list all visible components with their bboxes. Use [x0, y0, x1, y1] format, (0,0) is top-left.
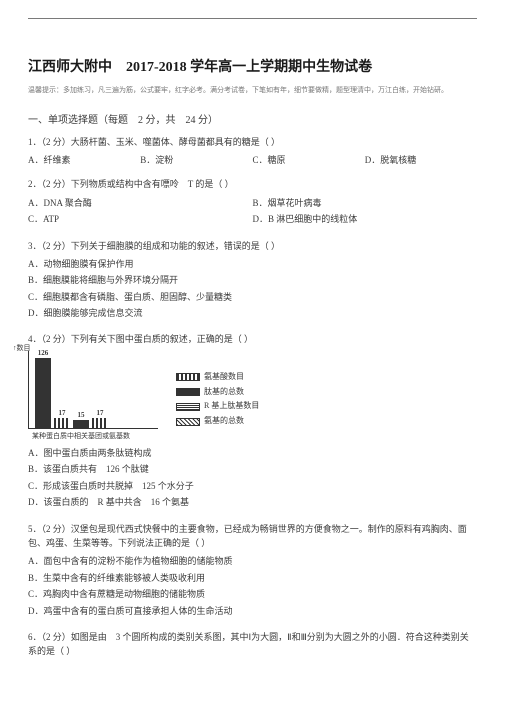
q3-opt-d: D．细胞膜能够完成信息交流 — [28, 306, 477, 320]
q6-stem: 6．（2 分）如图是由 3 个圆所构成的类别关系图，其中Ⅰ为大圆，Ⅱ和Ⅲ分别为大… — [28, 630, 477, 659]
bar-value-label: 15 — [78, 410, 85, 421]
legend-swatch — [176, 373, 200, 381]
q2-opt-b: B．烟草花叶病毒 — [253, 196, 478, 210]
legend-swatch — [176, 388, 200, 396]
q1-opt-c: C．糖原 — [253, 153, 365, 167]
bar-value-label: 126 — [38, 348, 49, 359]
q2-opt-d: D．B 淋巴细胞中的线粒体 — [253, 212, 478, 226]
legend-item: R 基上肽基数目 — [176, 400, 259, 413]
q5-opt-a: A．面包中含有的淀粉不能作为植物细胞的储能物质 — [28, 554, 477, 568]
q5-opt-d: D．鸡蛋中含有的蛋白质可直接承担人体的生命活动 — [28, 604, 477, 618]
q2-opt-c: C．ATP — [28, 212, 253, 226]
chart-ylabel: ↑数目 — [13, 343, 31, 354]
q3-opt-c: C．细胞膜都含有磷脂、蛋白质、胆固醇、少量糖类 — [28, 290, 477, 304]
q4-opt-c: C．形成该蛋白质时共脱掉 125 个水分子 — [28, 479, 477, 493]
chart-bar: 126 — [35, 358, 51, 428]
legend-swatch — [176, 418, 200, 426]
legend-label: R 基上肽基数目 — [204, 400, 259, 413]
chart-legend: 氨基酸数目肽基的总数R 基上肽基数目氨基的总数 — [176, 371, 259, 428]
bar-value-label: 17 — [97, 408, 104, 419]
q3-opt-a: A．动物细胞膜有保护作用 — [28, 257, 477, 271]
legend-label: 肽基的总数 — [204, 386, 244, 399]
q1-opt-a: A．纤维素 — [28, 153, 140, 167]
q4-opt-b: B．该蛋白质共有 126 个肽键 — [28, 462, 477, 476]
q3-opt-b: B．细胞膜能将细胞与外界环境分隔开 — [28, 273, 477, 287]
q4-opt-d: D．该蛋白质的 R 基中共含 16 个氨基 — [28, 495, 477, 509]
q1-opt-b: B．淀粉 — [140, 153, 252, 167]
q5-stem: 5．（2 分）汉堡包是现代西式快餐中的主要食物，已经成为畅销世界的方便食物之一。… — [28, 522, 477, 551]
top-rule — [28, 18, 477, 19]
exam-subtitle: 温馨提示：多加练习，凡三遍为筋，公式要牢，红字必考。满分考试卷，下笔如有年，细节… — [28, 85, 477, 96]
q2-options: A．DNA 聚合酶 B．烟草花叶病毒 C．ATP D．B 淋巴细胞中的线粒体 — [28, 196, 477, 229]
q3-stem: 3．（2 分）下列关于细胞膜的组成和功能的叙述，错误的是（ ） — [28, 239, 477, 253]
legend-swatch — [176, 403, 200, 411]
q2-stem: 2．（2 分）下列物质或结构中含有嘌呤 T 的是（ ） — [28, 177, 477, 191]
legend-label: 氨基的总数 — [204, 415, 244, 428]
q1-opt-d: D．脱氧核糖 — [365, 153, 477, 167]
legend-item: 氨基酸数目 — [176, 371, 259, 384]
legend-label: 氨基酸数目 — [204, 371, 244, 384]
q4-opt-a: A．图中蛋白质由两条肽链构成 — [28, 446, 477, 460]
exam-title: 江西师大附中 2017-2018 学年高一上学期期中生物试卷 — [28, 57, 477, 79]
q5-opt-b: B．生菜中含有的纤维素能够被人类吸收利用 — [28, 571, 477, 585]
section-1-head: 一、单项选择题（每题 2 分，共 24 分） — [28, 113, 477, 129]
chart-bar: 17 — [92, 418, 108, 427]
chart-xcaption: 某种蛋白质中相关基团或氨基数 — [32, 431, 158, 442]
bar-chart: ↑数目 126171517 — [28, 351, 158, 429]
q2-opt-a: A．DNA 聚合酶 — [28, 196, 253, 210]
q1-stem: 1．（2 分）大肠杆菌、玉米、噬菌体、酵母菌都具有的糖是（ ） — [28, 135, 477, 149]
q4-stem: 4．（2 分）下列有关下图中蛋白质的叙述，正确的是（ ） — [28, 332, 477, 346]
chart-bar: 15 — [73, 420, 89, 428]
q4-chart: ↑数目 126171517 某种蛋白质中相关基团或氨基数 氨基酸数目肽基的总数R… — [28, 351, 477, 442]
q5-opt-c: C．鸡胸肉中含有蔗糖是动物细胞的储能物质 — [28, 587, 477, 601]
legend-item: 肽基的总数 — [176, 386, 259, 399]
q1-options: A．纤维素 B．淀粉 C．糖原 D．脱氧核糖 — [28, 153, 477, 167]
legend-item: 氨基的总数 — [176, 415, 259, 428]
bar-value-label: 17 — [59, 408, 66, 419]
chart-bar: 17 — [54, 418, 70, 427]
